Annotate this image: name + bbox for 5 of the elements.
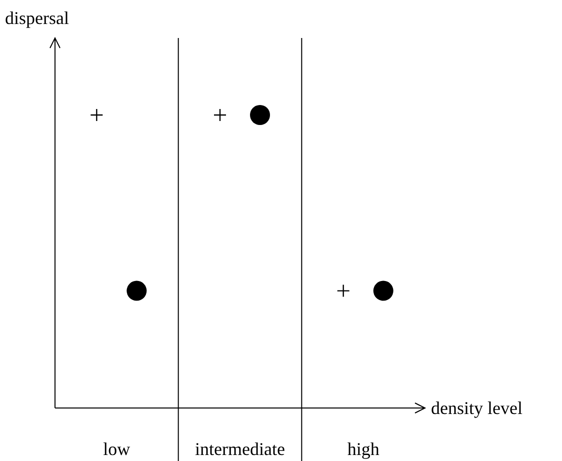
x-tick-label: high [347,439,380,459]
y-axis-title: dispersal [5,8,69,28]
x-tick-label: low [103,439,130,459]
x-tick-label: intermediate [195,439,285,459]
x-axis-title: density level [431,398,522,418]
